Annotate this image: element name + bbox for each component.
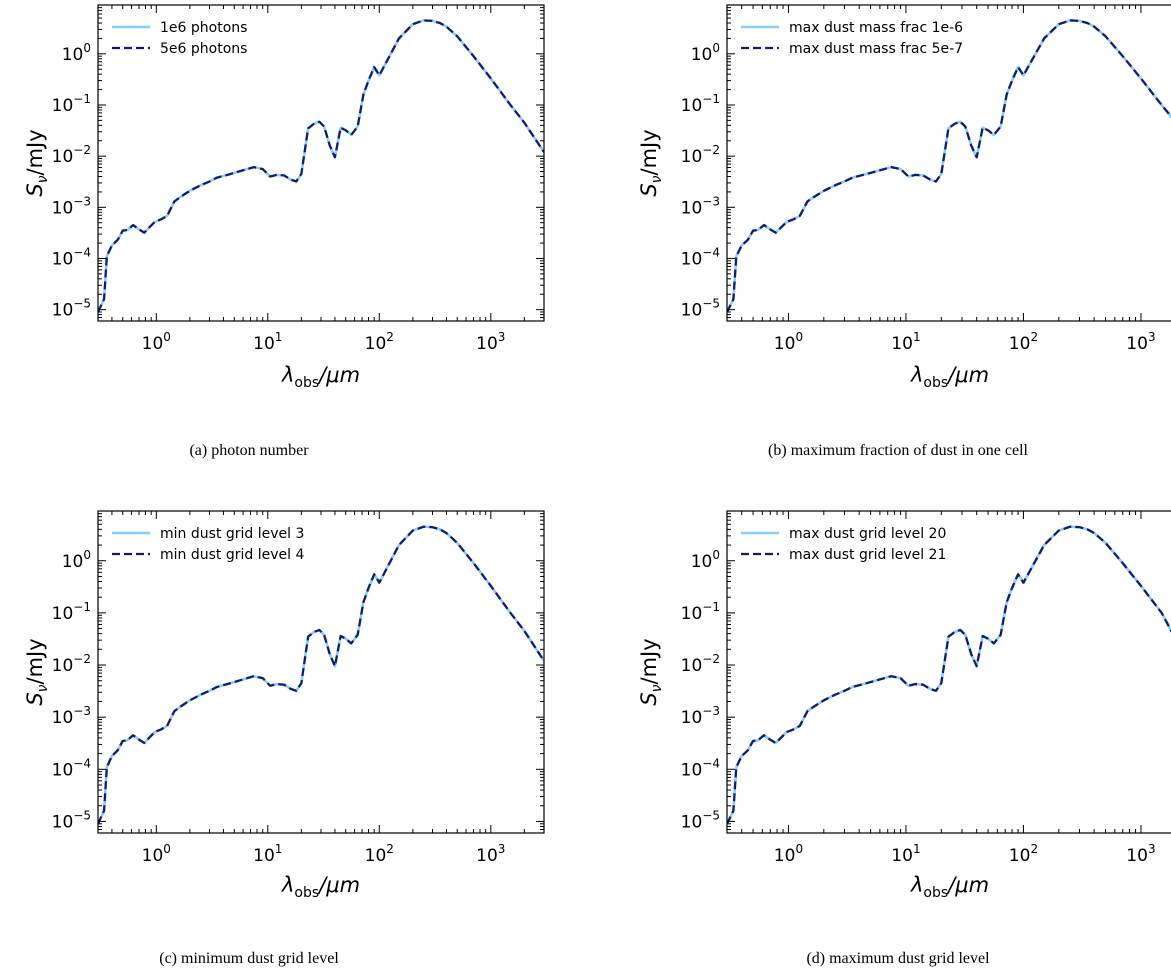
series-line-2 bbox=[727, 19, 1171, 313]
panel-caption: (d) maximum dust grid level bbox=[806, 950, 990, 967]
series-line-2 bbox=[98, 525, 544, 825]
x-tick-label: 102 bbox=[365, 330, 394, 354]
x-tick-label: 100 bbox=[774, 842, 803, 866]
x-axis-label: λobs/μm bbox=[910, 363, 989, 391]
y-tick-label: 10−1 bbox=[681, 600, 720, 624]
y-tick-label: 10−2 bbox=[52, 143, 91, 167]
legend-label-1: min dust grid level 3 bbox=[160, 526, 304, 542]
legend-label-1: max dust grid level 20 bbox=[789, 526, 946, 542]
y-tick-label: 10−1 bbox=[52, 600, 91, 624]
y-axis-label: Sν/mJy bbox=[637, 129, 665, 196]
y-axis-label: Sν/mJy bbox=[23, 638, 51, 705]
legend-label-2: 5e6 photons bbox=[160, 41, 247, 57]
legend-label-1: max dust mass frac 1e-6 bbox=[789, 20, 963, 36]
y-tick-label: 10−1 bbox=[52, 92, 91, 116]
y-tick-label: 10−4 bbox=[52, 245, 91, 269]
x-tick-label: 100 bbox=[142, 330, 171, 354]
y-tick-label: 10−3 bbox=[681, 194, 720, 218]
y-tick-label: 10−3 bbox=[52, 194, 91, 218]
panel-caption: (b) maximum fraction of dust in one cell bbox=[768, 442, 1028, 459]
y-tick-label: 10−4 bbox=[681, 245, 720, 269]
y-axis-label: Sν/mJy bbox=[23, 129, 51, 196]
y-tick-label: 10−2 bbox=[52, 652, 91, 676]
y-tick-label: 10−4 bbox=[52, 756, 91, 780]
series-line-1 bbox=[727, 19, 1171, 313]
legend: max dust mass frac 1e-6 max dust mass fra… bbox=[741, 20, 963, 57]
panel-c: 100 101 102 103 10−5 10−4 10−3 10−2 10−1 100 λobs/… bbox=[23, 510, 545, 967]
y-tick-label: 10−5 bbox=[681, 297, 720, 321]
x-tick-label: 102 bbox=[365, 842, 394, 866]
x-axis-label: λobs/μm bbox=[281, 873, 360, 901]
panel-caption: (a) photon number bbox=[189, 442, 309, 459]
x-tick-label: 101 bbox=[891, 330, 920, 354]
legend-label-2: min dust grid level 4 bbox=[160, 547, 304, 563]
legend: max dust grid level 20 max dust grid leve… bbox=[741, 526, 946, 563]
y-tick-label: 100 bbox=[691, 548, 720, 572]
legend-label-2: max dust grid level 21 bbox=[789, 547, 946, 563]
y-tick-label: 100 bbox=[62, 41, 91, 65]
y-tick-label: 10−5 bbox=[52, 808, 91, 832]
series-line-2 bbox=[98, 19, 544, 313]
panel-caption: (c) minimum dust grid level bbox=[159, 950, 339, 967]
y-tick-label: 10−1 bbox=[681, 92, 720, 116]
panel-a: 100 101 102 103 10−5 10−4 10−3 10−2 10−1 100 λobs/… bbox=[23, 4, 545, 459]
y-tick-label: 10−3 bbox=[52, 704, 91, 728]
x-tick-label: 100 bbox=[774, 330, 803, 354]
legend: min dust grid level 3 min dust grid level… bbox=[112, 526, 304, 563]
y-tick-label: 10−2 bbox=[681, 652, 720, 676]
x-tick-label: 101 bbox=[253, 330, 282, 354]
y-tick-label: 10−2 bbox=[681, 143, 720, 167]
x-tick-label: 103 bbox=[1126, 330, 1155, 354]
series-line-1 bbox=[98, 19, 544, 313]
x-axis-label: λobs/μm bbox=[281, 363, 360, 391]
series-line-1 bbox=[727, 525, 1171, 825]
x-tick-label: 100 bbox=[142, 842, 171, 866]
y-tick-label: 100 bbox=[691, 41, 720, 65]
y-tick-label: 100 bbox=[62, 548, 91, 572]
panel-d: 100 101 102 103 10−5 10−4 10−3 10−2 10−1 100 λobs/… bbox=[637, 510, 1171, 967]
legend-label-2: max dust mass frac 5e-7 bbox=[789, 41, 963, 57]
x-tick-label: 102 bbox=[1009, 842, 1038, 866]
y-axis-label: Sν/mJy bbox=[637, 638, 665, 705]
y-tick-label: 10−5 bbox=[52, 297, 91, 321]
x-tick-label: 103 bbox=[1126, 842, 1155, 866]
legend-label-1: 1e6 photons bbox=[160, 20, 247, 36]
x-tick-label: 101 bbox=[253, 842, 282, 866]
series-line-2 bbox=[727, 525, 1171, 825]
legend: 1e6 photons 5e6 photons bbox=[112, 20, 247, 57]
y-tick-label: 10−4 bbox=[681, 756, 720, 780]
x-tick-label: 102 bbox=[1009, 330, 1038, 354]
x-tick-label: 101 bbox=[891, 842, 920, 866]
y-tick-label: 10−5 bbox=[681, 808, 720, 832]
series-line-1 bbox=[98, 525, 544, 825]
y-tick-label: 10−3 bbox=[681, 704, 720, 728]
x-tick-label: 103 bbox=[476, 842, 505, 866]
x-axis-label: λobs/μm bbox=[910, 873, 989, 901]
panel-b: 100 101 102 103 10−5 10−4 10−3 10−2 10−1 100 λobs/… bbox=[637, 4, 1171, 459]
x-tick-label: 103 bbox=[476, 330, 505, 354]
